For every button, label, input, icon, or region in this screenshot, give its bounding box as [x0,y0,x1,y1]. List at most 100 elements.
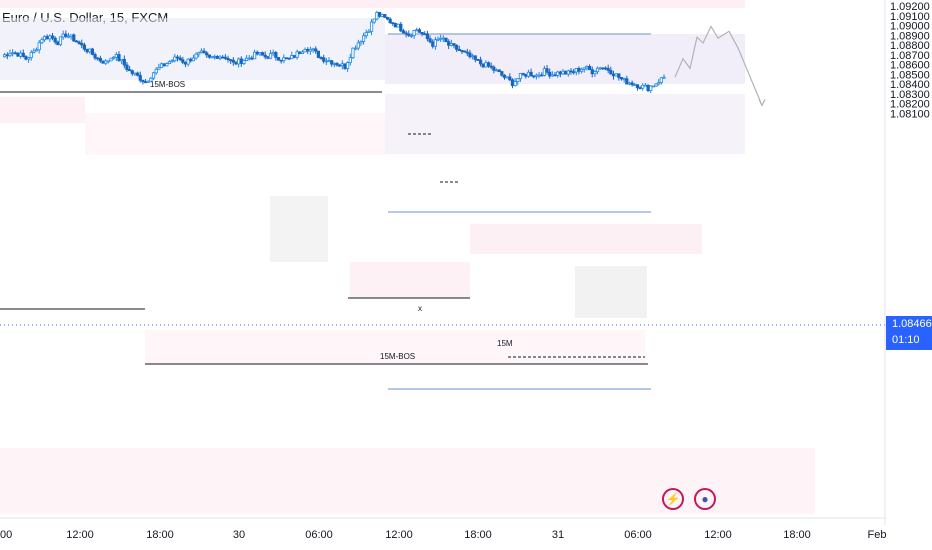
time-tick-label: 18:00 [146,529,174,541]
candle-body [24,56,28,60]
candle-body [428,38,432,43]
candle-body [393,22,398,28]
candle-body [502,74,507,78]
time-tick-label: 06:00 [305,529,333,541]
candle-body [32,50,36,53]
earnings-glyph: ● [701,492,709,506]
candle-body [279,59,283,62]
price-tick-label: 1.08700 [890,50,930,62]
time-axis[interactable]: 00 12:00 18:00 30 06:00 12:00 18:00 31 06:00 12:0… [0,529,886,541]
candle-body [90,48,94,55]
candle-body [324,60,328,63]
candle-body [226,57,230,60]
candle-body [494,69,499,72]
candle-body [441,37,445,40]
candle-body [343,63,347,69]
price-tick-label: 1.09100 [890,11,930,23]
candle-body [234,61,238,65]
candle-body [540,74,544,77]
candle-body [643,84,648,87]
candle-body [622,78,626,81]
consolidation-box [575,266,647,318]
candle-body [478,59,483,65]
candle-body [162,63,166,67]
candle-body [367,30,371,33]
candle-body [641,84,645,89]
time-tick-label: 18:00 [464,529,492,541]
candle-body [449,43,453,46]
candle-body [306,48,310,52]
candle-body [199,50,204,54]
candle-body [444,37,448,43]
candle-body [258,52,262,55]
price-tick-label: 1.08300 [890,89,930,101]
candle-body [375,12,379,20]
candle-body [526,71,531,77]
candle-body [497,69,501,73]
candle-body [8,52,12,57]
candle-body [191,57,196,62]
candle-body [396,23,400,28]
price-axis[interactable]: 1.092001.091001.090001.089001.088001.087… [890,1,930,120]
candle-body [532,75,536,78]
candle-body [290,55,294,60]
candle-body [186,58,190,65]
candle-body [223,56,227,59]
annotation-15m: 15M [497,339,513,348]
candle-body [638,87,642,90]
candle-body [175,56,180,59]
candle-body [587,66,592,71]
candle-body [167,61,172,64]
candle-body [268,53,273,59]
candle-body [550,74,554,77]
candle-body [553,74,557,77]
candle-body [420,31,424,35]
candle-body [287,57,291,60]
price-tick-label: 1.08400 [890,79,930,91]
candle-body [361,35,366,42]
candle-body [29,52,33,59]
candle-body [635,84,640,89]
candle-body [229,59,233,61]
candle-body [518,72,523,80]
candle-body [284,57,289,60]
candle-body [5,54,9,57]
time-tick-label: 12:00 [385,529,413,541]
candle-body [603,67,608,70]
candle-body [356,42,360,49]
candle-body [359,41,363,44]
supply-zone [0,97,85,123]
time-tick-label: 30 [233,529,245,541]
candle-body [125,64,129,71]
candle-body [93,54,97,59]
price-tick-label: 1.08900 [890,30,930,42]
candle-body [417,29,422,33]
supply-zone [385,94,745,154]
candle-body [80,43,84,46]
candle-body [558,71,562,75]
candle-body [481,63,485,68]
candle-body [154,68,158,74]
candle-body [470,55,475,58]
candle-body [473,55,477,60]
demand-zone [0,448,815,514]
candle-body [545,68,549,73]
candle-body [178,57,182,61]
candle-body [292,55,297,58]
lightning-event-icon[interactable]: ⚡ [662,488,684,510]
candle-body [308,48,313,52]
price-tick-label: 1.09200 [890,1,930,13]
candle-body [56,41,60,46]
projection-arrowhead [758,99,766,107]
candle-body [548,71,552,77]
candle-body [611,73,616,77]
candle-body [595,67,600,73]
levels-layer: 15M-BOS 15M-BOS [0,33,651,390]
earnings-event-icon[interactable]: ● [694,488,716,510]
candle-body [351,47,355,59]
demand-zone [470,224,702,254]
candle-body [221,56,225,59]
candle-body [463,50,467,53]
candle-body [431,41,435,47]
